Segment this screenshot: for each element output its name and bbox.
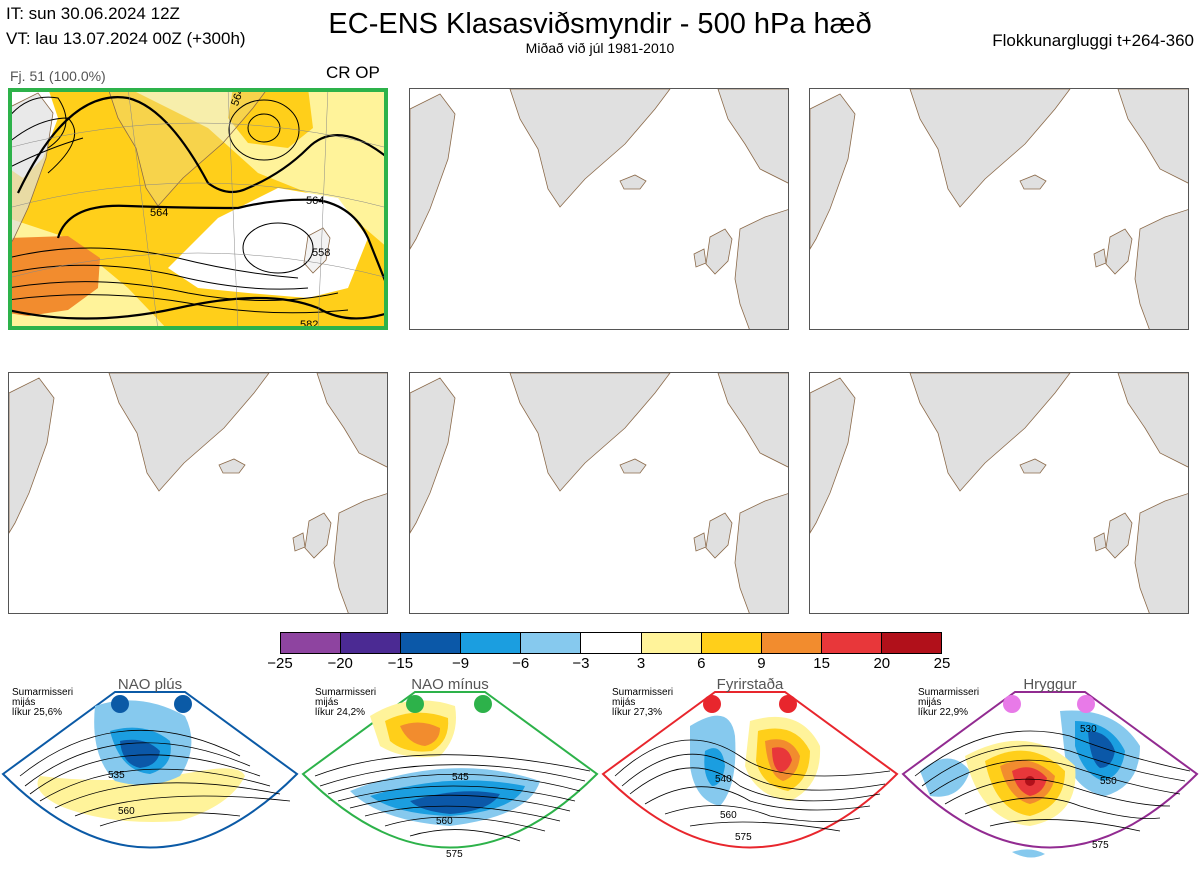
colorbar-tick: −3	[572, 655, 590, 672]
cluster-panel-2[interactable]	[409, 88, 789, 330]
cluster-panel-4[interactable]	[8, 372, 388, 614]
colorbar-swatch	[701, 633, 762, 653]
cluster-panel-3[interactable]	[809, 88, 1189, 330]
colorbar-tick: −20	[327, 655, 353, 672]
contour-label: 550	[1100, 776, 1117, 787]
page-subtitle: Miðað við júl 1981-2010	[525, 40, 675, 56]
colorbar-swatch	[521, 633, 582, 653]
colorbar-tick: 15	[813, 655, 830, 672]
regime-nao-minus: 545 560 575 NAO mínus Sumarmisseri mijás…	[300, 676, 600, 871]
initial-time: IT: sun 30.06.2024 12Z	[6, 4, 180, 23]
colorbar-swatch	[401, 633, 462, 653]
cluster-map-1: 564 564 564 558 582	[12, 92, 384, 326]
contour-label: 564	[306, 195, 324, 207]
map-land-icon	[410, 373, 788, 613]
cluster-panel-5[interactable]	[409, 372, 789, 614]
regime-season: Sumarmisseri mijás líkur 22,9%	[918, 687, 980, 718]
cluster-tag: CR OP	[326, 63, 380, 82]
colorbar-swatch	[461, 633, 522, 653]
regime-blocking: 540 560 575 Fyrirstaða Sumarmisseri mijá…	[600, 676, 900, 871]
colorbar-tick: −15	[387, 655, 414, 672]
contour-label: 575	[735, 832, 752, 843]
regime-map: 530 550 575	[901, 691, 1199, 858]
regime-name: NAO plús	[117, 676, 183, 693]
regime-season: Sumarmisseri mijás líkur 24,2%	[315, 687, 377, 718]
colorbar-tick: −6	[512, 655, 530, 672]
regime-nao-plus: 535 560 NAO plús Sumarmisseri mijás líku…	[0, 676, 300, 871]
colorbar-tick: 9	[757, 655, 766, 672]
contour-label: 530	[1080, 724, 1097, 735]
regime-name: NAO mínus	[411, 676, 489, 693]
colorbar-tick: 3	[636, 655, 646, 672]
contour-label: 582	[300, 319, 318, 326]
regime-ridge: 530 550 575 Hryggur Sumarmisseri mijás l…	[900, 676, 1200, 871]
regime-season: Sumarmisseri mijás líkur 25,6%	[12, 687, 74, 718]
regime-season: Sumarmisseri mijás líkur 27,3%	[612, 687, 674, 718]
cluster-panel-6[interactable]	[809, 372, 1189, 614]
contour-label: 535	[108, 770, 125, 781]
contour-label: 575	[1092, 840, 1109, 851]
contour-label: 560	[118, 806, 135, 817]
regime-map: 535 560	[1, 691, 299, 849]
regime-name: Hryggur	[1023, 676, 1077, 693]
cluster-panel-1[interactable]: 564 564 564 558 582	[8, 88, 388, 330]
colorbar-swatch	[641, 633, 702, 653]
contour-label: 540	[715, 774, 732, 785]
contour-label: 545	[452, 772, 469, 783]
regime-map: 540 560 575	[601, 691, 899, 849]
contour-label: 560	[720, 810, 737, 821]
map-land-icon	[410, 89, 788, 329]
colorbar-swatch	[821, 633, 882, 653]
contour-label: 560	[436, 816, 453, 827]
colorbar-tick: 25	[933, 655, 951, 672]
colorbar-tick: 6	[697, 655, 706, 672]
colorbar-swatch	[341, 633, 402, 653]
colorbar-tick: −9	[451, 655, 470, 672]
map-land-icon	[810, 89, 1188, 329]
contour-label: 564	[150, 207, 168, 219]
map-land-icon	[810, 373, 1188, 613]
regime-map: 545 560 575	[301, 691, 599, 860]
regime-name: Fyrirstaða	[716, 676, 784, 693]
colorbar	[280, 632, 942, 654]
classification-window: Flokkunargluggi t+264-360	[992, 31, 1194, 50]
cluster-label: Fj. 51 (100.0%)	[10, 68, 106, 84]
colorbar-swatch	[581, 633, 642, 653]
page-title: EC-ENS Klasasviðsmyndir - 500 hPa hæð	[328, 8, 872, 40]
colorbar-swatch	[881, 633, 942, 653]
colorbar-tick: −25	[267, 655, 293, 672]
contour-label: 575	[446, 849, 463, 860]
map-land-icon	[9, 373, 387, 613]
colorbar-tick: 20	[873, 655, 891, 672]
contour-label: 558	[312, 247, 330, 259]
colorbar-swatch	[761, 633, 822, 653]
valid-time: VT: lau 13.07.2024 00Z (+300h)	[6, 29, 246, 48]
colorbar-swatch	[281, 633, 342, 653]
